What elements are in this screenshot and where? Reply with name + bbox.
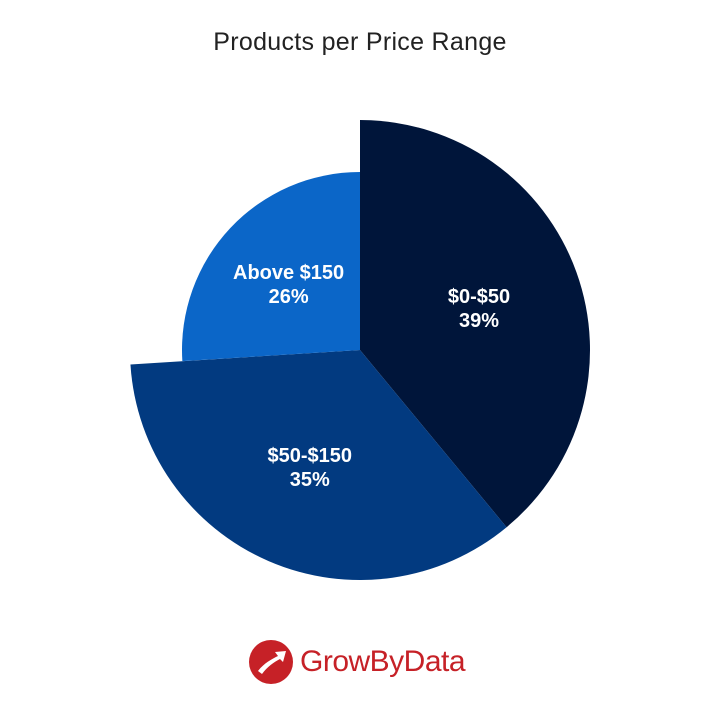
slice-category-label: $0-$50 — [448, 286, 510, 308]
slice-value-label: 39% — [459, 310, 499, 332]
slice-label-above-150: Above $150 26% — [233, 262, 344, 308]
pie-slice-0-50 — [360, 120, 591, 528]
slice-label-0-50: $0-$50 39% — [448, 286, 510, 332]
slice-value-label: 26% — [269, 286, 309, 308]
brand-name: GrowByData — [300, 645, 466, 678]
slice-value-label: 35% — [290, 469, 330, 491]
chart-title: Products per Price Range — [213, 28, 507, 56]
growbydata-logo-icon — [249, 640, 293, 684]
pie-slice-above-150 — [181, 172, 360, 362]
pie-slice-50-150 — [130, 350, 507, 581]
slice-category-label: Above $150 — [233, 262, 344, 284]
brand-logo: GrowByData — [248, 636, 466, 688]
slice-category-label: $50-$150 — [268, 445, 353, 467]
slice-label-50-150: $50-$150 35% — [268, 445, 353, 491]
